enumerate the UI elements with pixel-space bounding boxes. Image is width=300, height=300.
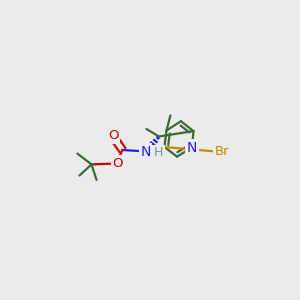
Text: Br: Br xyxy=(215,145,229,158)
Text: N: N xyxy=(140,145,151,158)
Text: O: O xyxy=(113,157,123,170)
Text: H: H xyxy=(154,146,163,160)
Text: O: O xyxy=(108,129,119,142)
Text: N: N xyxy=(187,141,197,154)
